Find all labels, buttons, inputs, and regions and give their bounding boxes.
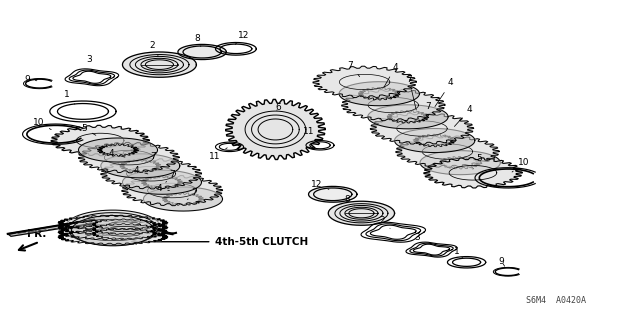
Polygon shape <box>92 228 157 239</box>
Text: 8: 8 <box>195 34 201 47</box>
Text: 4th-5th CLUTCH: 4th-5th CLUTCH <box>215 237 308 247</box>
Text: 4: 4 <box>108 149 125 158</box>
Text: 12: 12 <box>236 31 249 44</box>
Text: 3: 3 <box>414 234 425 244</box>
Polygon shape <box>100 159 202 189</box>
Polygon shape <box>178 44 227 60</box>
Polygon shape <box>100 154 180 178</box>
Polygon shape <box>65 210 161 245</box>
Polygon shape <box>58 225 168 240</box>
Text: S6M4  A0420A: S6M4 A0420A <box>526 296 586 305</box>
Polygon shape <box>420 151 500 175</box>
Polygon shape <box>72 215 154 246</box>
Text: 7: 7 <box>145 152 156 163</box>
Polygon shape <box>226 100 325 160</box>
Polygon shape <box>122 52 196 77</box>
Text: 7: 7 <box>426 102 431 118</box>
Polygon shape <box>371 113 474 144</box>
Text: 9: 9 <box>24 75 37 84</box>
Text: 4: 4 <box>454 105 472 126</box>
Polygon shape <box>58 215 168 230</box>
Text: FR.: FR. <box>27 228 46 239</box>
Text: 5: 5 <box>81 124 96 135</box>
Text: 4: 4 <box>435 78 454 107</box>
Polygon shape <box>122 175 223 206</box>
Text: 3: 3 <box>86 56 92 71</box>
Text: 4: 4 <box>134 166 148 175</box>
Text: 11: 11 <box>303 127 320 141</box>
Text: 12: 12 <box>311 180 329 189</box>
Polygon shape <box>396 136 499 167</box>
Text: 1: 1 <box>64 90 75 104</box>
Polygon shape <box>58 220 168 235</box>
Text: 7: 7 <box>188 188 196 200</box>
Polygon shape <box>143 187 223 211</box>
Text: 10: 10 <box>33 118 51 130</box>
Text: 9: 9 <box>499 257 504 266</box>
Text: 5: 5 <box>473 154 482 169</box>
Polygon shape <box>79 142 179 173</box>
Text: 7: 7 <box>166 170 175 182</box>
Text: 8: 8 <box>344 196 355 206</box>
Text: 10: 10 <box>512 158 530 172</box>
Polygon shape <box>368 105 448 129</box>
Polygon shape <box>58 229 168 245</box>
Text: 11: 11 <box>209 148 227 161</box>
Polygon shape <box>394 129 475 152</box>
Text: 2: 2 <box>150 41 158 56</box>
Polygon shape <box>313 66 416 98</box>
Polygon shape <box>424 158 522 188</box>
Polygon shape <box>68 213 157 246</box>
Text: 6: 6 <box>276 103 282 112</box>
Text: 1: 1 <box>454 247 463 258</box>
Text: 7: 7 <box>406 75 416 110</box>
Polygon shape <box>79 138 157 162</box>
Polygon shape <box>51 125 149 156</box>
Text: 4: 4 <box>384 63 398 87</box>
Text: 4: 4 <box>157 184 170 193</box>
Polygon shape <box>342 89 445 121</box>
Text: 2: 2 <box>380 216 390 228</box>
Polygon shape <box>122 170 202 194</box>
Polygon shape <box>92 219 157 230</box>
Polygon shape <box>308 186 357 202</box>
Polygon shape <box>339 82 419 106</box>
Polygon shape <box>92 224 157 234</box>
Text: 7: 7 <box>348 61 360 77</box>
Polygon shape <box>8 219 100 236</box>
Polygon shape <box>328 201 394 225</box>
